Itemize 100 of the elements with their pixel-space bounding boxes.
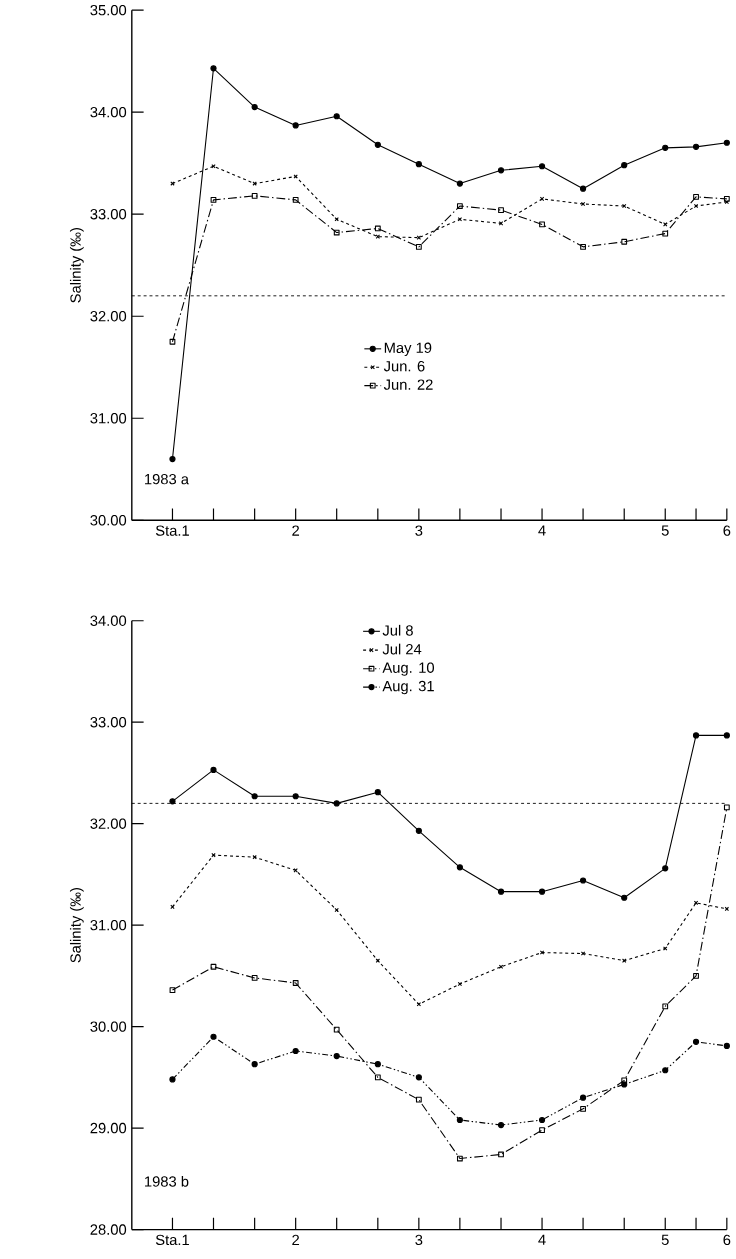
point (539, 1127, 546, 1134)
point (210, 197, 217, 203)
y-tick-label: 29.00 (90, 1122, 127, 1134)
point (723, 1042, 731, 1049)
point (580, 1105, 587, 1112)
y-axis-title: Salinity (‰) (70, 887, 84, 963)
point (498, 207, 504, 214)
y-tick-label: 33.00 (90, 716, 127, 728)
y-tick-label: 31.00 (90, 919, 127, 931)
x-tick-label: Sta.1 (155, 525, 190, 536)
point (662, 144, 669, 151)
point (621, 1081, 628, 1088)
point (693, 193, 700, 200)
point (456, 1116, 464, 1124)
point (169, 798, 176, 805)
point (292, 122, 299, 129)
y-tick-label: 30.00 (90, 1021, 127, 1032)
point (169, 338, 176, 345)
point (580, 877, 587, 884)
x-tick-label: 2 (292, 525, 300, 536)
x-tick-label: 4 (538, 1234, 546, 1245)
point (374, 1061, 381, 1068)
point (170, 904, 175, 910)
y-tick-label: 32.00 (90, 818, 127, 829)
point (210, 1033, 217, 1040)
annotation: 1983 a (145, 473, 190, 485)
point (456, 180, 464, 187)
x-tick-label: 2 (292, 1234, 300, 1245)
point (333, 800, 340, 807)
point (251, 1061, 258, 1068)
point (663, 222, 668, 227)
point (333, 229, 340, 236)
point (662, 1003, 669, 1010)
point (333, 1026, 340, 1033)
point (169, 987, 176, 993)
point (292, 980, 299, 986)
point (662, 230, 669, 237)
y-tick-label: 31.00 (90, 413, 127, 424)
point (169, 1076, 176, 1083)
point (252, 854, 257, 860)
y-tick-label: 32.00 (90, 311, 127, 322)
point (580, 185, 587, 192)
point (693, 1038, 700, 1045)
point (723, 732, 731, 739)
point (723, 139, 731, 146)
point (334, 907, 339, 913)
x-tick-label: 3 (415, 525, 423, 536)
point (374, 141, 381, 148)
point (693, 143, 700, 150)
point (375, 958, 381, 963)
point (498, 888, 505, 895)
point (457, 981, 463, 987)
annotation: 1983 b (145, 1175, 189, 1187)
point (498, 1151, 504, 1158)
y-tick-label: 34.00 (90, 106, 127, 118)
point (662, 1067, 669, 1074)
legend-label: Jun. 22 (383, 379, 433, 390)
point (539, 196, 545, 202)
x-tick-label: 6 (723, 525, 731, 536)
point (621, 238, 628, 245)
point (693, 900, 699, 906)
point (293, 868, 298, 873)
point (580, 951, 586, 956)
point (539, 888, 546, 895)
point (724, 199, 730, 205)
point (693, 732, 700, 739)
point (333, 1052, 340, 1060)
point (498, 1121, 505, 1129)
point (375, 1074, 381, 1081)
point (251, 192, 258, 199)
point (251, 975, 258, 981)
point (334, 217, 339, 222)
x-tick-label: 6 (723, 1234, 731, 1246)
point (456, 864, 464, 871)
point (211, 164, 216, 169)
point (662, 865, 669, 872)
point (374, 789, 381, 796)
point (416, 235, 422, 240)
point (457, 1155, 463, 1162)
legend-label: May 19 (384, 342, 432, 356)
point (724, 195, 730, 202)
point (415, 1074, 423, 1081)
point (251, 103, 258, 111)
point (416, 1002, 422, 1007)
point (415, 827, 423, 834)
point (375, 234, 381, 239)
legend-label: Jul 8 (382, 624, 413, 636)
x-tick-label: 5 (661, 1234, 669, 1245)
point (663, 946, 668, 951)
point (498, 167, 505, 174)
point (580, 1094, 587, 1101)
legend-label: Jun. 6 (383, 360, 425, 372)
legend-label: Jul 24 (382, 643, 422, 655)
point (539, 950, 545, 955)
y-tick-label: 33.00 (90, 208, 127, 220)
point (333, 113, 340, 120)
point (539, 1116, 546, 1124)
point (724, 906, 730, 912)
point (415, 161, 423, 168)
point (210, 766, 217, 773)
